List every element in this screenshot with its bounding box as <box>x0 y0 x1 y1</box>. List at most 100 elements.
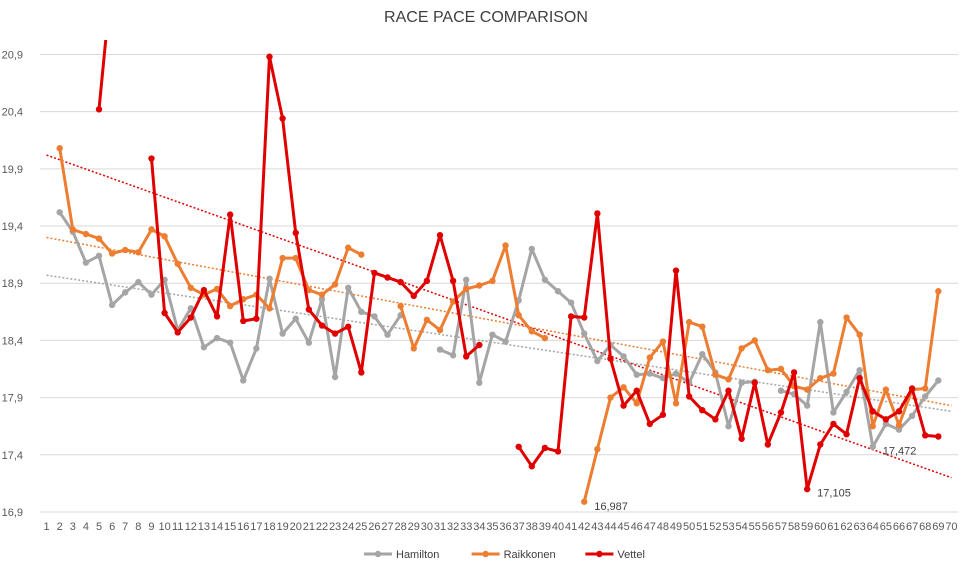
data-point-hamilton <box>672 370 680 377</box>
x-tick-label: 59 <box>801 521 813 533</box>
x-tick-label: 19 <box>276 521 288 533</box>
x-tick-label: 55 <box>749 521 761 533</box>
x-tick-label: 45 <box>617 521 629 533</box>
x-tick-label: 63 <box>854 521 866 533</box>
data-point-vettel <box>384 274 391 281</box>
data-point-hamilton <box>489 331 496 338</box>
data-point-vettel <box>712 416 719 423</box>
x-tick-label: 31 <box>434 521 446 533</box>
data-point-hamilton <box>226 339 234 346</box>
x-tick-label: 37 <box>513 521 525 533</box>
x-tick-label: 27 <box>381 521 393 533</box>
x-tick-label: 50 <box>683 521 695 533</box>
data-point-vettel <box>397 278 404 286</box>
data-point-vettel <box>685 393 693 400</box>
x-tick-label: 46 <box>631 521 643 533</box>
data-point-hamilton <box>581 330 588 337</box>
data-point-vettel <box>436 231 444 239</box>
data-point-hamilton <box>449 352 457 359</box>
x-tick-label: 68 <box>919 521 931 533</box>
data-point-hamilton <box>699 350 706 358</box>
x-tick-label: 9 <box>148 521 154 533</box>
data-point-vettel <box>318 322 326 329</box>
series-line-raikkonen <box>582 290 940 503</box>
data-point-vettel <box>895 408 903 415</box>
data-point-hamilton <box>882 420 890 428</box>
annotations: 16,987 17,105 17,472 <box>594 446 916 513</box>
data-point-vettel <box>279 115 286 122</box>
data-point-hamilton <box>108 301 116 309</box>
data-point-hamilton <box>869 443 876 450</box>
series-line-hamilton <box>58 211 402 382</box>
legend-swatch-marker <box>374 550 382 558</box>
data-point-hamilton <box>358 308 365 316</box>
chart-title: RACE PACE COMPARISON <box>384 9 588 26</box>
data-point-raikkonen <box>935 288 942 295</box>
legend-swatch-marker <box>596 550 603 558</box>
data-point-vettel <box>922 432 929 439</box>
data-point-raikkonen <box>174 260 181 267</box>
data-point-vettel <box>148 155 155 162</box>
data-point-vettel <box>856 374 863 382</box>
data-point-raikkonen <box>397 302 404 310</box>
data-point-vettel <box>803 485 811 493</box>
x-tick-label: 21 <box>303 521 315 533</box>
data-point-hamilton <box>803 402 811 409</box>
data-point-vettel <box>174 329 181 336</box>
data-point-raikkonen <box>672 400 680 407</box>
x-tick-label: 30 <box>421 521 433 533</box>
y-tick-label: 18,9 <box>2 278 23 290</box>
data-point-raikkonen <box>69 226 76 233</box>
x-tick-label: 40 <box>552 521 564 533</box>
x-tick-label: 3 <box>70 521 76 533</box>
data-point-vettel <box>738 435 745 442</box>
series-layer <box>56 40 942 505</box>
data-point-vettel <box>699 406 706 414</box>
data-point-vettel <box>226 211 234 218</box>
data-point-vettel <box>371 269 378 277</box>
data-point-raikkonen <box>161 233 168 240</box>
x-tick-label: 47 <box>644 521 656 533</box>
data-point-raikkonen <box>292 254 299 262</box>
data-point-raikkonen <box>528 328 535 335</box>
x-tick-label: 13 <box>198 521 210 533</box>
data-point-raikkonen <box>594 445 601 453</box>
data-point-vettel <box>200 286 208 294</box>
data-point-hamilton <box>292 315 299 322</box>
series-line-hamilton <box>439 247 755 428</box>
data-point-vettel <box>541 444 549 452</box>
data-point-raikkonen <box>751 337 758 344</box>
x-tick-label: 48 <box>657 521 669 533</box>
data-point-raikkonen <box>882 386 890 393</box>
data-point-hamilton <box>253 345 260 352</box>
data-point-raikkonen <box>633 400 640 407</box>
data-point-hamilton <box>777 387 785 394</box>
data-point-raikkonen <box>122 246 129 254</box>
data-point-vettel <box>633 387 640 394</box>
y-tick-label: 17,9 <box>2 393 23 405</box>
x-tick-label: 42 <box>578 521 590 533</box>
data-point-raikkonen <box>331 281 339 288</box>
x-tick-label: 66 <box>893 521 905 533</box>
y-tick-label: 20,9 <box>2 49 23 61</box>
x-tick-label: 64 <box>867 521 879 533</box>
data-point-vettel <box>908 385 916 392</box>
x-tick-label: 10 <box>158 521 170 533</box>
data-point-hamilton <box>384 331 391 338</box>
data-label: 17,472 <box>883 446 917 458</box>
data-point-vettel <box>358 369 365 376</box>
data-point-vettel <box>594 210 601 217</box>
x-tick-label: 38 <box>526 521 538 533</box>
legend: Hamilton Raikkonen Vettel <box>364 549 645 561</box>
data-point-vettel <box>843 431 850 438</box>
data-point-raikkonen <box>187 284 195 291</box>
data-point-vettel <box>554 448 562 455</box>
data-point-vettel <box>344 323 352 330</box>
x-tick-label: 57 <box>775 521 787 533</box>
data-point-raikkonen <box>620 384 627 391</box>
legend-label: Hamilton <box>396 549 439 561</box>
data-point-vettel <box>476 341 483 349</box>
x-tick-label: 15 <box>224 521 236 533</box>
data-point-vettel <box>869 408 876 415</box>
data-point-raikkonen <box>436 326 444 334</box>
